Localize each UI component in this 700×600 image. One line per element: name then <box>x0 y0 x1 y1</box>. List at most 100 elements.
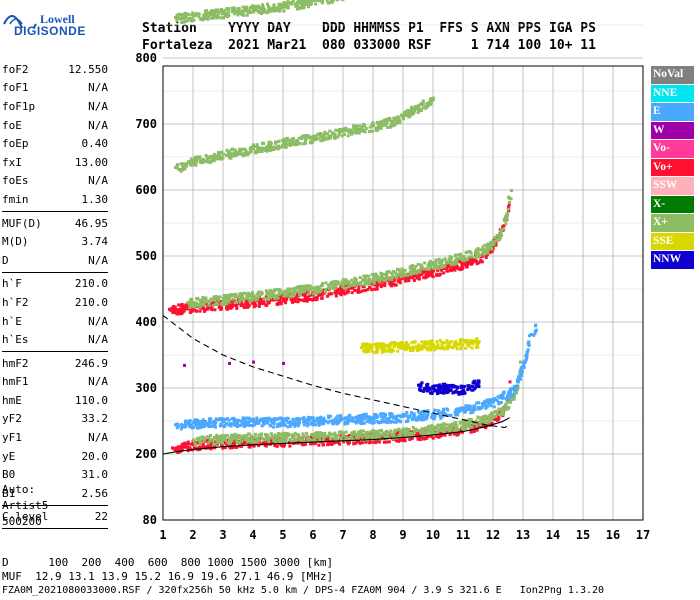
trace-point <box>372 276 375 280</box>
trace-point <box>201 425 205 429</box>
trace-point <box>434 434 438 438</box>
trace-point <box>391 119 395 123</box>
trace-point <box>212 297 216 301</box>
trace-point <box>220 443 224 447</box>
trace-point <box>310 136 314 140</box>
trace-point <box>195 13 199 17</box>
trace-point <box>395 420 399 424</box>
trace-point <box>266 147 270 151</box>
trace-point <box>184 445 188 449</box>
trace-point <box>397 345 401 349</box>
trace-point <box>174 16 177 20</box>
trace-point <box>478 248 482 252</box>
trace-point <box>170 306 174 310</box>
trace-point <box>226 11 230 15</box>
trace-point <box>247 294 251 298</box>
trace-point <box>347 442 351 446</box>
trace-point <box>456 428 460 432</box>
trace-f2-hop-x <box>186 189 513 310</box>
trace-point <box>215 157 219 161</box>
trace-point <box>177 424 181 428</box>
trace-point <box>373 343 377 347</box>
trace-point <box>430 272 434 276</box>
trace-point <box>228 438 232 442</box>
trace-point <box>342 281 345 285</box>
trace-point <box>515 384 519 388</box>
trace-point <box>483 418 487 422</box>
trace-point <box>214 8 218 12</box>
trace-point <box>234 445 238 449</box>
trace-point <box>474 382 478 386</box>
trace-point <box>410 417 414 421</box>
trace-point <box>372 416 375 420</box>
trace-point <box>409 113 413 117</box>
trace-point <box>372 435 376 439</box>
trace-point <box>201 303 205 307</box>
trace-point <box>263 417 267 421</box>
trace-point <box>336 434 340 438</box>
trace-point <box>279 433 283 437</box>
trace-point <box>301 432 305 436</box>
trace-point <box>212 435 216 439</box>
trace-point <box>424 267 428 271</box>
trace-point <box>289 421 293 425</box>
trace-point <box>430 415 434 419</box>
trace-point <box>360 346 363 350</box>
trace-point <box>320 290 324 294</box>
trace-point <box>444 266 448 270</box>
param-value: N/A <box>88 253 108 267</box>
trace-point <box>207 425 211 429</box>
trace-point <box>196 155 200 159</box>
trace-point <box>231 297 235 301</box>
trace-point <box>288 423 292 427</box>
trace-point <box>353 432 357 436</box>
trace-point <box>407 427 411 431</box>
trace-point <box>363 282 367 286</box>
param-value: N/A <box>88 314 108 328</box>
trace-point <box>348 413 352 417</box>
trace-point <box>228 151 232 155</box>
trace-point <box>220 155 224 159</box>
trace-point <box>312 434 315 438</box>
trace-point <box>275 424 279 428</box>
trace-point <box>257 304 261 308</box>
trace-point <box>439 390 443 394</box>
trace-point <box>206 307 210 311</box>
trace-point <box>176 163 180 167</box>
trace-point <box>208 11 212 15</box>
trace-point <box>183 16 187 20</box>
trace-point <box>253 437 257 441</box>
trace-point <box>210 424 214 428</box>
trace-point <box>464 346 468 350</box>
trace-point <box>445 347 449 351</box>
trace-point <box>414 416 418 420</box>
trace-point <box>434 259 438 263</box>
trace-point <box>183 20 187 24</box>
trace-point <box>292 440 296 444</box>
trace-point <box>385 279 389 283</box>
trace-point <box>281 5 285 9</box>
trace-point <box>368 441 372 445</box>
trace-point <box>290 290 294 294</box>
trace-point <box>516 375 520 379</box>
trace-point <box>404 272 408 276</box>
trace-point <box>471 260 475 264</box>
trace-point <box>477 406 481 410</box>
trace-point <box>261 3 265 7</box>
trace-point <box>425 274 429 278</box>
trace-point <box>392 123 396 127</box>
trace-point <box>364 436 368 440</box>
trace-point <box>272 295 276 299</box>
trace-point <box>212 442 216 446</box>
trace-point <box>267 291 271 295</box>
trace-point <box>477 401 481 405</box>
trace-point <box>499 230 503 234</box>
trace-point <box>390 341 394 345</box>
trace-point <box>377 280 381 284</box>
trace-point <box>226 15 230 19</box>
trace-point <box>369 346 373 350</box>
trace-point <box>479 260 483 264</box>
param-name: fmin <box>2 192 29 206</box>
trace-point <box>467 260 471 264</box>
trace-point <box>412 346 416 350</box>
